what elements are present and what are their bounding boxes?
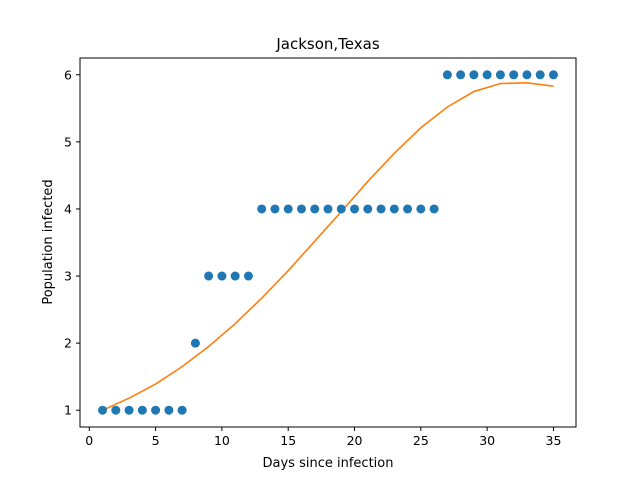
data-point xyxy=(509,70,519,80)
y-tick-label: 1 xyxy=(64,403,72,418)
data-point xyxy=(217,271,227,281)
fit-line xyxy=(102,82,554,411)
x-axis-ticks: 0 5 10 15 20 25 30 35 xyxy=(85,427,561,448)
data-point xyxy=(403,204,413,214)
y-tick-label: 2 xyxy=(64,336,72,351)
x-tick-label: 35 xyxy=(546,433,562,448)
data-point xyxy=(190,338,200,348)
data-point xyxy=(389,204,399,214)
x-axis-label: Days since infection xyxy=(263,456,394,471)
y-axis-label: Population infected xyxy=(41,179,56,304)
x-tick-label: 15 xyxy=(280,433,296,448)
data-point xyxy=(429,204,439,214)
data-point xyxy=(535,70,545,80)
data-point xyxy=(296,204,306,214)
data-point xyxy=(257,204,267,214)
data-point xyxy=(310,204,320,214)
x-tick-label: 10 xyxy=(214,433,230,448)
data-point xyxy=(111,405,121,415)
data-point xyxy=(230,271,240,281)
data-point xyxy=(442,70,452,80)
x-tick-label: 5 xyxy=(152,433,160,448)
data-point xyxy=(456,70,466,80)
data-point xyxy=(416,204,426,214)
x-tick-label: 20 xyxy=(347,433,363,448)
chart-title: Jackson,Texas xyxy=(275,35,379,53)
data-point xyxy=(548,70,558,80)
x-tick-label: 30 xyxy=(479,433,495,448)
data-point xyxy=(98,405,108,415)
fit-line-layer xyxy=(102,82,554,411)
y-tick-label: 5 xyxy=(64,134,72,149)
points-layer xyxy=(98,70,558,415)
data-point xyxy=(363,204,373,214)
data-point xyxy=(336,204,346,214)
data-point xyxy=(323,204,333,214)
y-axis-ticks: 1 2 3 4 5 6 xyxy=(64,67,80,418)
data-point xyxy=(350,204,360,214)
data-point xyxy=(177,405,187,415)
data-point xyxy=(283,204,293,214)
plot-frame xyxy=(79,57,577,428)
data-point xyxy=(495,70,505,80)
data-point xyxy=(469,70,479,80)
data-point xyxy=(204,271,214,281)
data-point xyxy=(522,70,532,80)
data-point xyxy=(164,405,174,415)
data-point xyxy=(270,204,280,214)
x-tick-label: 0 xyxy=(85,433,93,448)
data-point xyxy=(376,204,386,214)
y-tick-label: 3 xyxy=(64,269,72,284)
data-point xyxy=(243,271,253,281)
data-point xyxy=(482,70,492,80)
data-point xyxy=(151,405,161,415)
data-point xyxy=(124,405,134,415)
data-point xyxy=(137,405,147,415)
y-tick-label: 6 xyxy=(64,67,72,82)
x-tick-label: 25 xyxy=(413,433,429,448)
y-tick-label: 4 xyxy=(64,201,72,216)
